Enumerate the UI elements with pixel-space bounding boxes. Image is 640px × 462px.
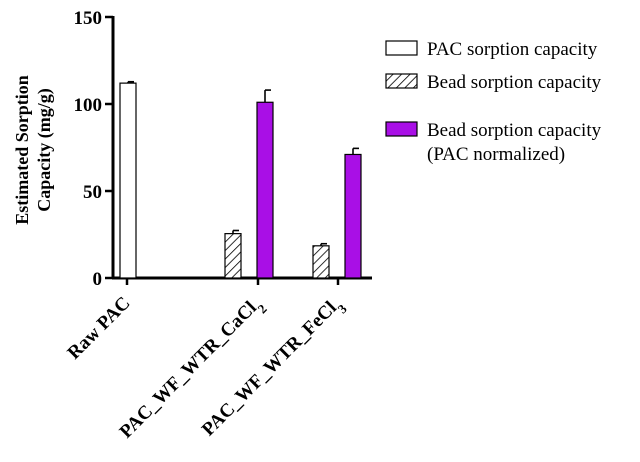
legend-label: PAC sorption capacity <box>427 39 598 60</box>
x-tick-label: PAC_WF_WTR_FeCl3 <box>198 292 350 444</box>
legend-swatch <box>385 40 418 56</box>
bar <box>119 82 137 279</box>
legend-label: Bead sorption capacity <box>427 72 602 93</box>
x-tick-label: Raw PAC <box>64 293 135 364</box>
bar <box>256 101 274 279</box>
legend-swatch <box>385 121 418 137</box>
plot-area: 0 50 100 150 Raw PACPAC_WF_WTR_CaCl2PAC_WF_W… <box>64 8 372 447</box>
y-tick-label: 0 <box>93 269 103 290</box>
bar <box>224 233 242 279</box>
legend-label-line2: (PAC normalized) <box>427 144 565 165</box>
legend-swatch <box>385 73 418 89</box>
y-axis-label-line1: Estimated Sorption <box>12 75 32 225</box>
y-axis-label-line2: Capacity (mg/g) <box>34 88 55 211</box>
bar <box>312 245 330 279</box>
legend: PAC sorption capacity Bead sorption capac… <box>385 39 602 165</box>
y-tick-label: 150 <box>74 8 103 29</box>
y-tick-label: 100 <box>74 95 103 116</box>
x-tick-label: PAC_WF_WTR_CaCl2 <box>116 293 270 447</box>
y-tick-label: 50 <box>83 182 102 203</box>
bar <box>344 153 362 279</box>
legend-label: Bead sorption capacity <box>427 120 602 141</box>
